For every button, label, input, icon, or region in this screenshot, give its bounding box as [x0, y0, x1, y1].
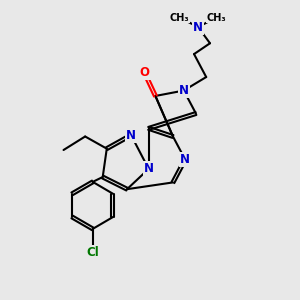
Text: Cl: Cl	[86, 246, 99, 259]
Text: N: N	[180, 153, 190, 166]
Text: N: N	[126, 129, 136, 142]
Text: O: O	[140, 67, 150, 80]
Text: N: N	[193, 21, 203, 34]
Text: CH₃: CH₃	[206, 13, 226, 22]
Text: N: N	[144, 162, 154, 176]
Text: CH₃: CH₃	[170, 13, 190, 22]
Text: N: N	[179, 84, 189, 97]
